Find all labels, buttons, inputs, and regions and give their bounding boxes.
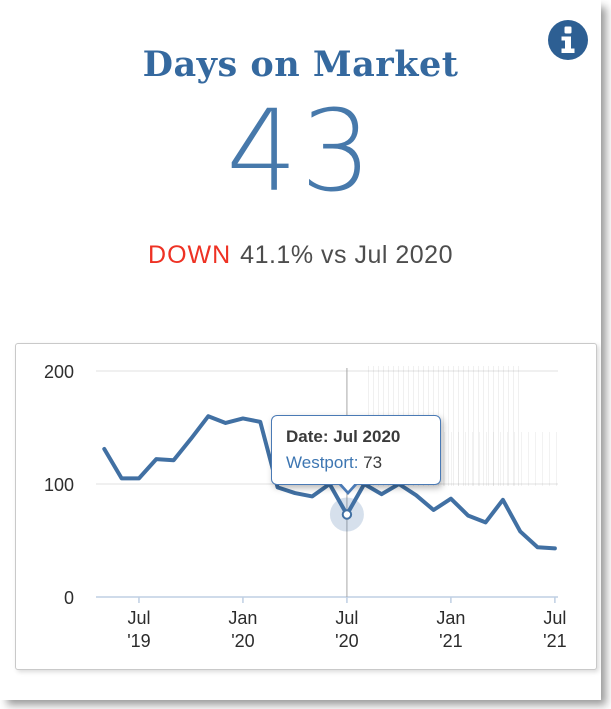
svg-text:200: 200	[44, 362, 74, 382]
tooltip-date-value: Jul 2020	[333, 427, 401, 446]
svg-text:Jan'20: Jan '20	[228, 608, 257, 651]
svg-text:Jul'21: Jul '21	[543, 608, 566, 651]
svg-text:0: 0	[64, 588, 74, 608]
info-icon	[548, 20, 588, 60]
chart-panel: 0 100 200 Jul '19 Jan '20 Jul '20 Jan '21 Jul '21 Da…	[15, 343, 597, 670]
tooltip-series-value: 73	[363, 453, 383, 472]
tooltip-date-label: Date:	[286, 427, 329, 446]
tooltip-series-row: Westport: 73	[286, 453, 440, 473]
trend-detail: 41.1% vs Jul 2020	[240, 241, 453, 270]
days-on-market-card: Days on Market 43 DOWN 41.1% vs Jul 2020 …	[0, 19, 601, 670]
info-button[interactable]	[547, 19, 589, 61]
line-chart[interactable]: 0 100 200 Jul '19 Jan '20 Jul '20 Jan '21 Jul '21	[16, 344, 596, 667]
svg-text:Jul'19: Jul '19	[127, 608, 150, 651]
tooltip-series-label: Westport:	[286, 453, 359, 472]
tooltip-date-row: Date: Jul 2020	[286, 427, 440, 447]
svg-text:Jul'20: Jul '20	[335, 608, 358, 651]
svg-text:Jan'21: Jan '21	[436, 608, 465, 651]
page-title: Days on Market	[142, 44, 459, 85]
trend-text: DOWN 41.1% vs Jul 2020	[0, 241, 601, 270]
trend-direction: DOWN	[148, 241, 232, 270]
chart-tooltip: Date: Jul 2020 Westport: 73	[271, 415, 441, 495]
metric-value: 43	[226, 87, 375, 217]
svg-text:100: 100	[44, 475, 74, 495]
